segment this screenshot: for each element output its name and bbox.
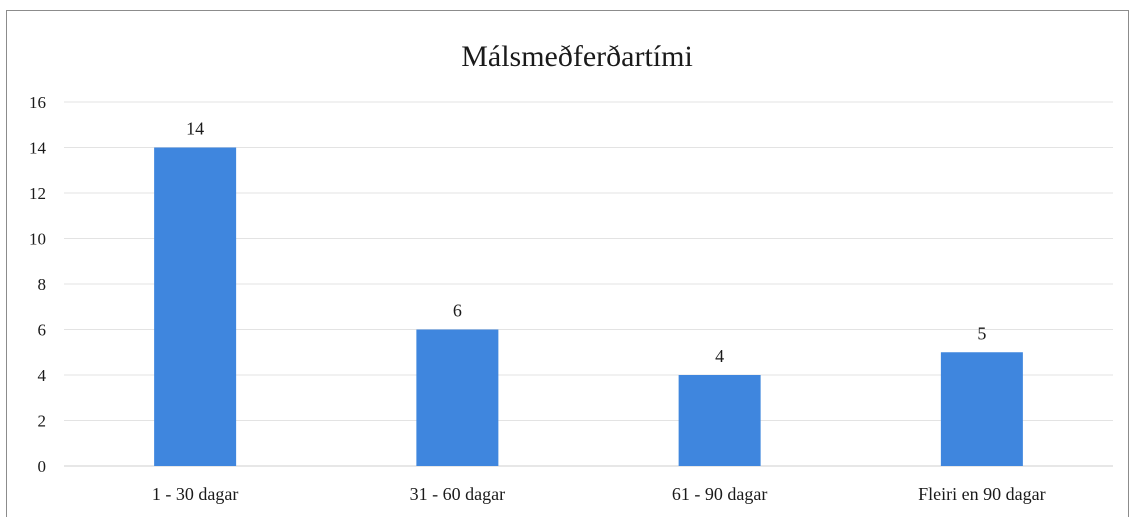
y-tick-label: 0 (38, 457, 47, 476)
y-tick-label: 6 (38, 321, 47, 340)
gridlines (64, 101, 1113, 421)
x-category-label: 1 - 30 dagar (152, 484, 238, 504)
x-category-label: 31 - 60 dagar (410, 484, 505, 504)
bar (678, 375, 761, 466)
bar (154, 147, 237, 466)
data-labels: 14 6 4 5 (186, 119, 986, 367)
y-tick-label: 2 (38, 412, 47, 431)
data-label: 14 (186, 119, 204, 139)
data-label: 6 (453, 301, 462, 321)
x-axis-categories: 1 - 30 dagar 31 - 60 dagar 61 - 90 dagar Fl… (152, 484, 1046, 504)
y-tick-label: 14 (29, 139, 47, 158)
data-label: 4 (715, 346, 724, 366)
x-category-label: Fleiri en 90 dagar (918, 484, 1045, 504)
bar (416, 329, 499, 466)
chart-title: Málsmeðferðartími (461, 40, 693, 73)
data-label: 5 (977, 323, 986, 343)
y-tick-label: 8 (38, 275, 47, 294)
x-category-label: 61 - 90 dagar (672, 484, 767, 504)
bars (154, 147, 1023, 466)
y-tick-label: 10 (29, 230, 46, 249)
y-tick-label: 4 (38, 366, 47, 385)
y-tick-label: 16 (29, 93, 46, 112)
y-tick-label: 12 (29, 184, 46, 203)
y-axis-ticks: 0 2 4 6 8 10 12 14 16 (29, 93, 47, 476)
bar (940, 352, 1023, 466)
